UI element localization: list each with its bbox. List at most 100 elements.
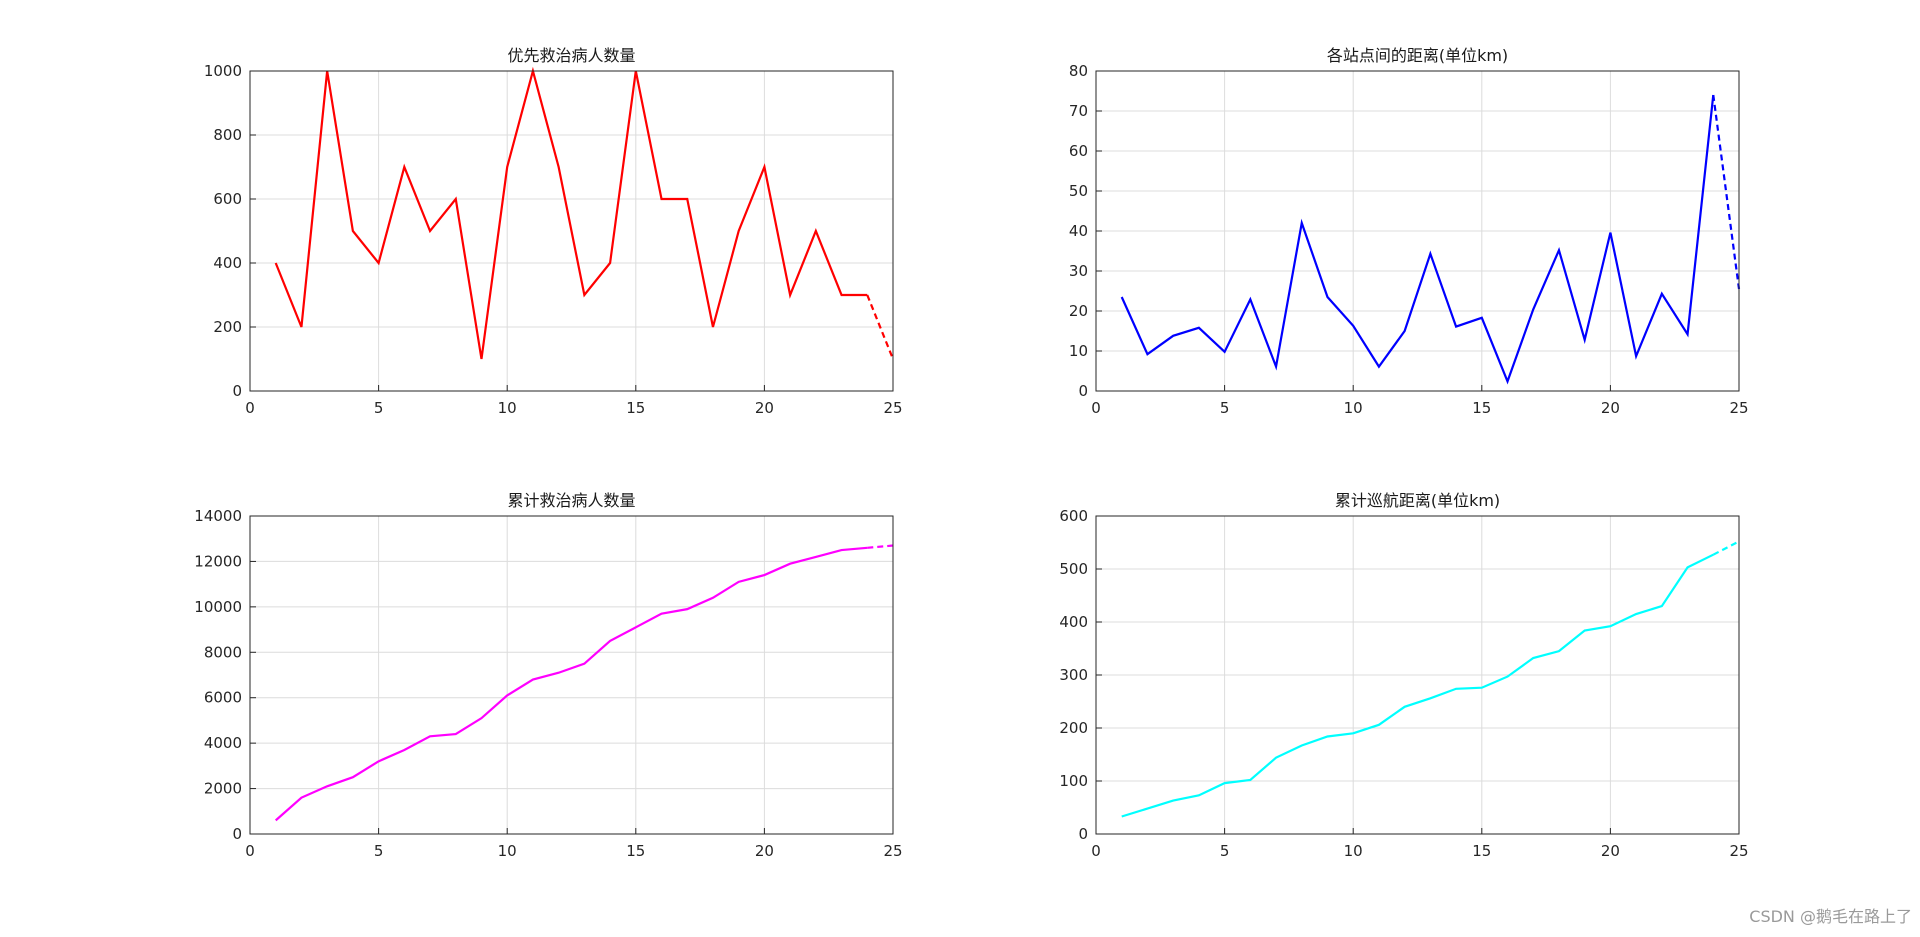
data-point bbox=[352, 230, 354, 232]
data-point bbox=[1429, 253, 1431, 255]
y-tick-label: 0 bbox=[232, 382, 242, 400]
y-tick-label: 10 bbox=[1069, 342, 1088, 360]
x-tick-label: 15 bbox=[1472, 399, 1491, 417]
data-point bbox=[1198, 327, 1200, 329]
data-point bbox=[429, 230, 431, 232]
y-tick-label: 1000 bbox=[204, 62, 242, 80]
x-tick-label: 20 bbox=[755, 399, 774, 417]
x-tick-label: 25 bbox=[883, 842, 902, 860]
chart-title: 各站点间的距离(单位km) bbox=[1327, 46, 1508, 65]
data-point bbox=[1172, 800, 1174, 802]
data-point bbox=[1712, 94, 1714, 96]
chart-title: 优先救治病人数量 bbox=[507, 46, 635, 65]
chart-priority-patients: 0 5 10 15 20 25 0 200 400 600 800 1000 优先救治病人数量 bbox=[204, 46, 903, 417]
data-point bbox=[763, 574, 765, 576]
data-point bbox=[1661, 293, 1663, 295]
data-point bbox=[1172, 335, 1174, 337]
y-tick-label: 0 bbox=[232, 825, 242, 843]
x-tick-label: 0 bbox=[245, 399, 255, 417]
data-point bbox=[1687, 333, 1689, 335]
data-point bbox=[1532, 657, 1534, 659]
data-point bbox=[558, 166, 560, 168]
chart-cumulative-patients: 0 5 10 15 20 25 0 2000 4000 6000 8000 10000 12000 140… bbox=[194, 491, 902, 860]
data-point bbox=[1275, 757, 1277, 759]
y-tick-label: 30 bbox=[1069, 262, 1088, 280]
x-tick-label: 15 bbox=[1472, 842, 1491, 860]
x-tick-label: 20 bbox=[1601, 399, 1620, 417]
data-point bbox=[1507, 676, 1509, 678]
data-point bbox=[841, 294, 843, 296]
chart-title: 累计巡航距离(单位km) bbox=[1335, 491, 1500, 510]
data-point bbox=[1609, 232, 1611, 234]
data-point bbox=[403, 749, 405, 751]
data-point bbox=[738, 581, 740, 583]
y-tick-label: 0 bbox=[1078, 825, 1088, 843]
y-tick-label: 70 bbox=[1069, 102, 1088, 120]
data-point bbox=[300, 326, 302, 328]
y-tick-label: 100 bbox=[1059, 772, 1088, 790]
y-tick-label: 0 bbox=[1078, 382, 1088, 400]
data-point bbox=[1404, 706, 1406, 708]
x-tick-label: 25 bbox=[883, 399, 902, 417]
data-point bbox=[1507, 380, 1509, 382]
data-point bbox=[275, 819, 277, 821]
chart-station-distance: 0 5 10 15 20 25 0 10 20 30 40 50 60 70 80 各站点间的距离(单位km) bbox=[1069, 46, 1749, 417]
data-point bbox=[1584, 629, 1586, 631]
data-point bbox=[1224, 782, 1226, 784]
axes-box bbox=[249, 515, 894, 835]
y-tick-label: 20 bbox=[1069, 302, 1088, 320]
y-tick-label: 12000 bbox=[194, 552, 242, 570]
data-point bbox=[815, 230, 817, 232]
x-tick-label: 10 bbox=[1344, 842, 1363, 860]
data-point bbox=[583, 663, 585, 665]
data-point bbox=[789, 563, 791, 565]
data-point bbox=[1609, 625, 1611, 627]
y-tick-label: 50 bbox=[1069, 182, 1088, 200]
data-point bbox=[1481, 687, 1483, 689]
y-tick-label: 14000 bbox=[194, 507, 242, 525]
series-line bbox=[1120, 94, 1715, 385]
data-point bbox=[429, 735, 431, 737]
x-tick-label: 5 bbox=[1220, 842, 1230, 860]
data-point bbox=[352, 776, 354, 778]
data-point bbox=[326, 785, 328, 787]
data-point bbox=[635, 626, 637, 628]
y-tick-label: 400 bbox=[1059, 613, 1088, 631]
data-point bbox=[609, 640, 611, 642]
data-point bbox=[1661, 605, 1663, 607]
data-point bbox=[1378, 366, 1380, 368]
data-point bbox=[661, 198, 663, 200]
y-tick-label: 4000 bbox=[204, 734, 242, 752]
y-tick-label: 40 bbox=[1069, 222, 1088, 240]
data-point bbox=[1532, 308, 1534, 310]
data-point bbox=[1378, 724, 1380, 726]
y-tick-label: 200 bbox=[213, 318, 242, 336]
x-tick-label: 20 bbox=[755, 842, 774, 860]
data-point bbox=[1584, 339, 1586, 341]
data-point bbox=[1352, 732, 1354, 734]
data-point bbox=[1301, 222, 1303, 224]
data-point bbox=[1481, 317, 1483, 319]
data-point bbox=[1429, 697, 1431, 699]
x-tick-label: 15 bbox=[626, 399, 645, 417]
data-point bbox=[1712, 554, 1714, 556]
series-line-dashed bbox=[1712, 94, 1741, 290]
data-point bbox=[1558, 650, 1560, 652]
x-tick-label: 10 bbox=[498, 399, 517, 417]
x-tick-label: 25 bbox=[1729, 399, 1748, 417]
x-tick-label: 0 bbox=[1091, 842, 1101, 860]
data-point bbox=[1635, 613, 1637, 615]
plot-area bbox=[250, 516, 893, 834]
data-point bbox=[841, 549, 843, 551]
data-point bbox=[609, 262, 611, 264]
data-point bbox=[480, 717, 482, 719]
x-tick-label: 10 bbox=[1344, 399, 1363, 417]
x-tick-label: 5 bbox=[374, 399, 384, 417]
x-tick-label: 10 bbox=[498, 842, 517, 860]
x-tick-label: 5 bbox=[1220, 399, 1230, 417]
data-point bbox=[1455, 326, 1457, 328]
chart-cumulative-distance: 0 5 10 15 20 25 0 100 200 300 400 500 600 累计巡航距离(单位km… bbox=[1059, 491, 1748, 860]
data-point bbox=[1352, 325, 1354, 327]
data-point bbox=[866, 294, 868, 296]
